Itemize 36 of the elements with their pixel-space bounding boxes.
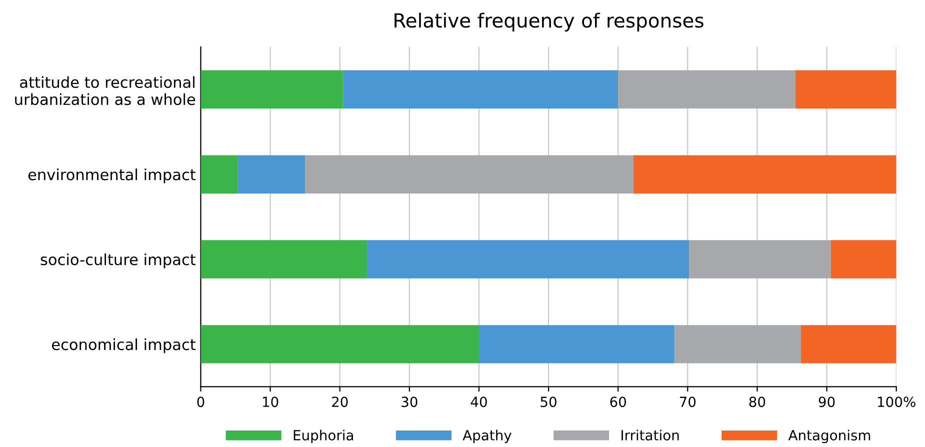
bar	[478, 325, 674, 364]
x-tick-label: 100%	[878, 396, 916, 408]
y-tick-label: socio-culture impact	[40, 253, 196, 268]
bar	[305, 155, 634, 194]
x-tick-label: 70	[680, 396, 696, 408]
x-tick-label: 60	[610, 396, 626, 408]
bar	[200, 325, 479, 364]
x-tick-label: 80	[749, 396, 766, 408]
bar	[795, 70, 896, 109]
bar	[200, 240, 367, 278]
x-tick-label: 90	[818, 396, 835, 408]
bar	[200, 155, 238, 194]
bar	[618, 70, 796, 109]
x-tick-label: 30	[402, 396, 418, 408]
x-tick-label: 40	[470, 396, 487, 408]
x-tick-label: 50	[540, 396, 556, 408]
legend-label: Apathy	[462, 430, 512, 444]
legend-label: Irritation	[622, 430, 679, 440]
bar	[366, 240, 690, 278]
y-tick-label: environmental impact	[28, 168, 196, 184]
bar	[689, 240, 831, 278]
x-tick-label: 0	[197, 396, 204, 408]
bar	[674, 325, 802, 364]
legend-label: Euphoria	[294, 430, 353, 444]
x-tick-label: 20	[332, 396, 348, 408]
legend-label: Antagonism	[788, 430, 870, 444]
bar	[342, 70, 618, 109]
bar	[801, 325, 896, 364]
bar	[200, 70, 343, 109]
chart-title: Relative frequency of responses	[394, 12, 704, 32]
y-tick-label: economical impact	[52, 338, 196, 354]
bar	[633, 155, 896, 194]
y-tick-label: attitude to recreational urbanization as a whole	[15, 76, 196, 106]
bar	[238, 155, 306, 194]
x-tick-label: 10	[262, 396, 278, 408]
bar	[830, 240, 896, 278]
